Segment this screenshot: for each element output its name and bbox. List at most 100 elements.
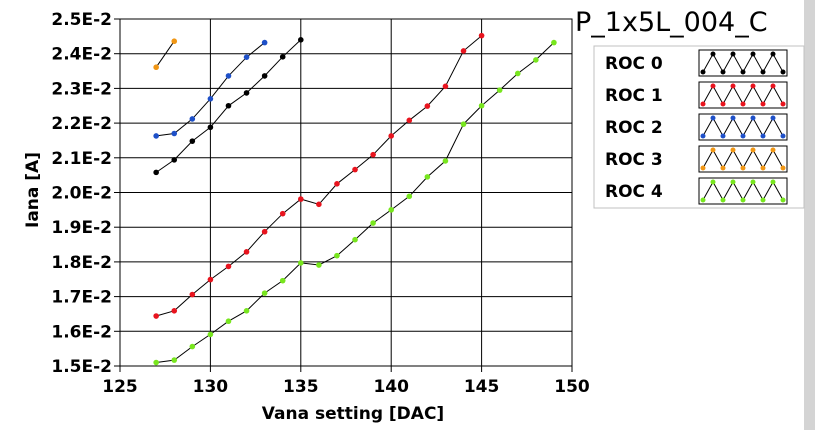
y-tick-label: 2.4E-2 [51, 45, 112, 65]
y-tick-label: 2.0E-2 [51, 184, 112, 204]
data-point-roc-1 [460, 48, 467, 54]
legend-marker-roc-0 [700, 69, 706, 75]
data-point-roc-4 [153, 359, 159, 366]
side-strip [804, 0, 815, 430]
legend-marker-roc-4 [730, 179, 736, 185]
data-point-roc-3 [171, 38, 178, 45]
data-point-roc-4 [442, 158, 449, 164]
legend-marker-roc-3 [740, 165, 746, 171]
data-point-roc-1 [442, 83, 449, 90]
legend-marker-roc-1 [730, 83, 736, 89]
data-point-roc-4 [551, 39, 557, 46]
data-point-roc-2 [261, 39, 268, 46]
grid [119, 18, 573, 367]
data-point-roc-4 [334, 252, 340, 259]
legend-marker-roc-2 [700, 133, 706, 139]
data-point-roc-0 [171, 157, 178, 163]
series-line-roc-3 [155, 40, 175, 68]
data-point-roc-1 [153, 313, 159, 319]
data-point-roc-0 [189, 138, 196, 144]
data-point-roc-2 [153, 133, 159, 139]
legend-marker-roc-2 [780, 133, 786, 139]
data-point-roc-2 [225, 73, 232, 79]
legend-marker-roc-1 [780, 101, 786, 107]
y-axis-label: Iana [A] [23, 152, 43, 228]
legend-label-roc-1: ROC 1 [605, 86, 663, 106]
data-point-roc-3 [153, 64, 159, 71]
data-point-roc-4 [261, 290, 268, 296]
data-point-roc-1 [388, 133, 395, 139]
legend-marker-roc-0 [750, 51, 756, 57]
data-point-roc-1 [424, 103, 431, 109]
data-point-roc-4 [207, 331, 214, 338]
data-point-roc-2 [171, 130, 178, 137]
y-tick-label: 2.2E-2 [51, 114, 112, 134]
series-line-roc-1 [156, 35, 482, 317]
y-tick-label: 2.1E-2 [51, 149, 112, 169]
data-point-roc-0 [207, 124, 214, 131]
x-tick-label: 150 [554, 377, 590, 397]
legend-marker-roc-2 [750, 115, 756, 121]
legend-marker-roc-1 [720, 101, 726, 107]
data-point-roc-0 [298, 37, 304, 43]
y-tick-label: 2.3E-2 [51, 79, 112, 99]
legend-marker-roc-0 [780, 69, 786, 75]
data-point-roc-2 [207, 96, 214, 102]
x-tick-label: 145 [464, 377, 500, 397]
data-point-roc-4 [406, 193, 413, 200]
data-point-roc-1 [316, 201, 322, 208]
data-point-roc-1 [261, 228, 268, 235]
data-point-roc-1 [370, 151, 376, 158]
data-point-roc-4 [352, 236, 358, 243]
data-point-roc-1 [189, 291, 196, 298]
legend-marker-roc-3 [720, 165, 726, 171]
y-tick-label: 2.5E-2 [51, 10, 112, 30]
legend-marker-roc-3 [770, 147, 776, 153]
legend-marker-roc-2 [770, 115, 776, 121]
x-axis-label: Vana setting [DAC] [262, 404, 444, 424]
data-point-roc-4 [225, 318, 232, 325]
legend-marker-roc-4 [740, 197, 746, 203]
data-point-roc-4 [298, 260, 304, 266]
data-point-roc-2 [189, 116, 196, 122]
plot-frame [119, 18, 573, 367]
data-point-roc-0 [261, 73, 268, 79]
legend-label-roc-2: ROC 2 [605, 118, 663, 138]
legend-marker-roc-1 [750, 83, 756, 89]
data-point-roc-0 [225, 102, 232, 109]
legend-marker-roc-2 [720, 133, 726, 139]
legend-label-roc-0: ROC 0 [605, 54, 663, 74]
y-tick-label: 1.6E-2 [51, 322, 112, 342]
legend-marker-roc-0 [760, 69, 766, 75]
data-point-roc-1 [406, 117, 413, 124]
data-point-roc-4 [514, 70, 521, 77]
legend-label-roc-4: ROC 4 [605, 182, 663, 202]
legend-marker-roc-3 [760, 165, 766, 171]
data-point-roc-0 [243, 90, 250, 96]
legend-marker-roc-4 [760, 197, 766, 203]
legend-marker-roc-4 [750, 179, 756, 185]
data-point-roc-4 [189, 343, 196, 350]
data-point-roc-4 [533, 57, 539, 63]
legend-marker-roc-0 [730, 51, 736, 57]
axes: 125 130 135 140 145 150 1.5E-2 1.6E-2 1.7E-2 1.8E… [51, 10, 590, 397]
data-point-roc-1 [298, 196, 304, 202]
legend-marker-roc-4 [780, 197, 786, 203]
data-point-roc-0 [153, 169, 159, 176]
data-point-roc-4 [243, 308, 250, 314]
data-point-roc-1 [334, 181, 340, 187]
data-point-roc-4 [316, 262, 322, 268]
data-point-roc-4 [388, 207, 395, 213]
y-tick-label: 1.9E-2 [51, 218, 112, 238]
legend-marker-roc-1 [770, 83, 776, 89]
x-tick-label: 130 [193, 377, 229, 397]
chart-title: P_1x5L_004_C [575, 7, 768, 38]
legend-marker-roc-2 [730, 115, 736, 121]
data-point-roc-1 [279, 210, 286, 217]
legend-marker-roc-1 [740, 101, 746, 107]
data-point-roc-2 [243, 54, 250, 60]
y-tick-label: 1.5E-2 [51, 357, 112, 377]
x-tick-label: 125 [102, 377, 138, 397]
data-point-roc-4 [370, 220, 376, 226]
data-point-roc-4 [171, 357, 178, 363]
